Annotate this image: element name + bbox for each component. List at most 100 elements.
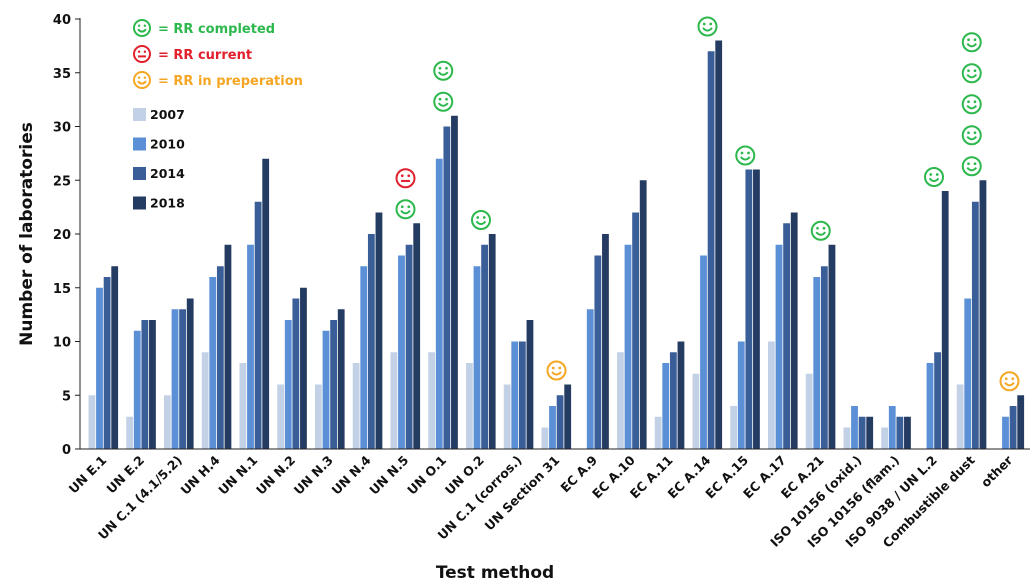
bar-ec-a-21-2014 (820, 266, 828, 449)
bar-ec-a-14-2018 (715, 40, 723, 449)
bar-other-2014 (1009, 406, 1017, 449)
y-axis-title: Number of laboratories (17, 122, 37, 346)
legend-label: 2018 (150, 196, 185, 211)
smile-icon (735, 145, 756, 166)
y-tick-label: 15 (53, 282, 71, 297)
legend-swatch (133, 137, 146, 151)
bar-un-n-2-2018 (300, 287, 307, 449)
bar-un-c-1-4-1-5-2-2014 (179, 309, 186, 449)
bar-group-un-n-1 (239, 158, 270, 449)
bar-un-e-2-2010 (133, 330, 141, 449)
bar-group-un-e-1 (88, 266, 119, 449)
y-tick-label: 40 (53, 13, 71, 28)
bar-group-un-c-1-4-1-5-2 (164, 298, 194, 449)
bar-ec-a-17-2018 (790, 212, 798, 449)
bar-iso-10156-oxid-2018 (866, 416, 874, 449)
bar-un-n-4-2018 (375, 212, 383, 449)
bar-combustible-dust-2014 (971, 201, 979, 449)
bar-iso-10156-oxid-2014 (858, 416, 866, 449)
bar-un-e-2-2014 (141, 320, 149, 449)
smile-icon (961, 125, 982, 146)
bar-ec-a-14-2007 (692, 373, 700, 449)
smile-icon (433, 91, 454, 112)
bar-ec-a-11-2014 (669, 352, 677, 449)
bar-group-un-n-4 (352, 212, 383, 449)
neutral-face-icon (395, 168, 416, 189)
bar-un-section-31-2010 (549, 406, 556, 449)
x-tick-label: UN N.4 (329, 452, 374, 497)
bar-ec-a-10-2010 (624, 244, 632, 449)
legend-label: 2007 (150, 107, 185, 122)
bar-un-o-2-2018 (488, 234, 496, 449)
bar-group-ec-a-17 (768, 212, 798, 449)
bar-un-n-1-2018 (262, 158, 270, 449)
bar-un-c-1-corros-2018 (526, 320, 534, 449)
bar-un-h-4-2010 (209, 277, 217, 449)
bar-combustible-dust-2018 (979, 180, 987, 449)
bar-un-n-4-2010 (360, 266, 368, 449)
bar-group-un-n-5 (390, 223, 421, 449)
bar-iso-10156-flam-2010 (888, 406, 896, 449)
bar-ec-a-17-2007 (768, 341, 775, 449)
bar-un-n-4-2007 (352, 363, 360, 449)
smile-icon (961, 32, 982, 53)
status-markers (395, 16, 1020, 392)
bar-group-ec-a-14 (692, 40, 723, 449)
x-tick-label: UN O.1 (404, 453, 449, 498)
y-tick-label: 30 (53, 121, 71, 136)
smile-icon (810, 220, 831, 241)
bar-iso-10156-flam-2007 (881, 427, 889, 449)
bar-un-section-31-2018 (564, 384, 572, 449)
bar-un-o-1-2007 (428, 352, 436, 449)
bar-group-ec-a-11 (654, 341, 685, 449)
bar-group-iso-9038-un-l-2 (926, 191, 949, 449)
bar-ec-a-9-2014 (594, 255, 602, 449)
status-legend-label: = RR current (158, 48, 252, 63)
smile-icon (471, 210, 491, 230)
bar-group-un-section-31 (541, 384, 572, 449)
bar-group-un-e-2 (126, 320, 156, 449)
x-tick-label: UN E.1 (66, 453, 110, 497)
legend-swatch (133, 196, 146, 210)
bar-ec-a-15-2018 (753, 169, 760, 449)
smile-icon (961, 156, 982, 177)
bar-group-un-o-2 (466, 234, 496, 449)
bar-ec-a-21-2018 (828, 244, 836, 449)
bar-group-ec-a-21 (805, 244, 836, 449)
bar-ec-a-10-2018 (639, 180, 647, 449)
x-tick-label: UN N.5 (366, 453, 411, 498)
bar-ec-a-17-2014 (783, 223, 790, 449)
bar-un-c-1-4-1-5-2-2010 (171, 309, 179, 449)
x-tick-label: UN N.3 (291, 453, 336, 498)
bar-ec-a-14-2010 (700, 255, 707, 449)
bar-un-n-4-2014 (367, 234, 375, 449)
legend-label: 2010 (150, 137, 185, 152)
bar-un-n-1-2007 (239, 363, 247, 449)
y-tick-label: 0 (62, 443, 71, 458)
bar-other-2010 (1002, 416, 1009, 449)
bar-un-n-5-2010 (398, 255, 405, 449)
bar-un-o-1-2010 (435, 158, 443, 449)
bar-ec-a-14-2014 (707, 51, 715, 449)
x-tick-labels: UN E.1UN E.2UN C.1 (4.1/5.2)UN H.4UN N.1… (66, 452, 1016, 551)
bar-group-un-n-2 (277, 287, 307, 449)
bar-un-c-1-4-1-5-2-2007 (164, 395, 171, 449)
bar-un-o-2-2014 (481, 244, 488, 449)
x-tick-label: UN H.4 (178, 452, 223, 497)
bar-iso-9038-un-l-2-2010 (926, 363, 934, 449)
y-tick-label: 20 (53, 228, 71, 243)
bar-un-n-2-2010 (284, 320, 292, 449)
y-tick-label: 25 (53, 174, 71, 189)
smile-icon (961, 63, 982, 84)
smile-icon (133, 71, 151, 89)
bar-iso-9038-un-l-2-2014 (934, 352, 941, 449)
bar-iso-10156-oxid-2010 (851, 406, 858, 449)
bar-group-ec-a-10 (617, 180, 647, 449)
bar-group-combustible-dust (956, 180, 987, 449)
bar-un-n-3-2018 (337, 309, 345, 449)
legend-swatch (133, 108, 146, 121)
smile-icon (133, 19, 151, 37)
bar-un-n-3-2007 (315, 384, 322, 449)
bar-ec-a-21-2007 (805, 373, 813, 449)
